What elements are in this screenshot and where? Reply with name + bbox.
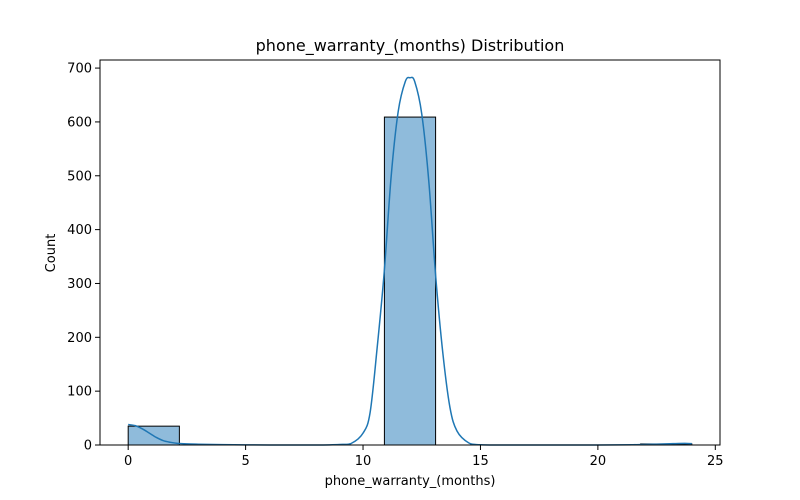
x-tick-label: 10 bbox=[355, 454, 372, 469]
y-tick-label: 100 bbox=[67, 385, 92, 400]
y-tick-label: 300 bbox=[67, 277, 92, 292]
chart-title: phone_warranty_(months) Distribution bbox=[256, 36, 565, 56]
y-tick-label: 600 bbox=[67, 115, 92, 130]
x-tick-label: 20 bbox=[590, 454, 607, 469]
y-tick-label: 200 bbox=[67, 331, 92, 346]
y-tick-label: 400 bbox=[67, 223, 92, 238]
y-axis-ticks: 0 100 200 300 400 500 600 700 bbox=[67, 62, 100, 454]
plot-frame bbox=[99, 59, 721, 446]
y-axis-label: Count bbox=[44, 234, 59, 273]
x-tick-label: 0 bbox=[124, 454, 132, 469]
y-tick-label: 700 bbox=[67, 62, 92, 77]
x-axis-ticks: 0 5 10 15 20 25 bbox=[124, 445, 724, 469]
x-tick-label: 25 bbox=[707, 454, 724, 469]
y-tick-label: 500 bbox=[67, 169, 92, 184]
x-tick-label: 15 bbox=[472, 454, 489, 469]
y-tick-label: 0 bbox=[84, 439, 92, 454]
x-tick-label: 5 bbox=[241, 454, 249, 469]
x-axis-label: phone_warranty_(months) bbox=[325, 474, 496, 489]
